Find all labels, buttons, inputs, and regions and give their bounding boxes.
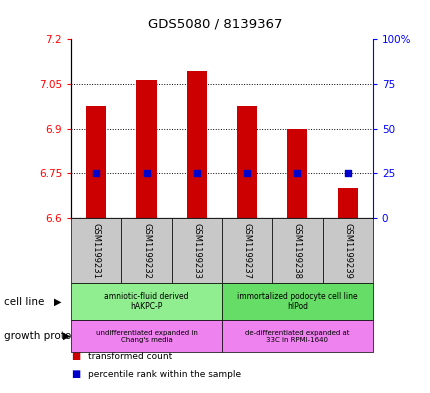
- Text: de-differentiated expanded at
33C in RPMI-1640: de-differentiated expanded at 33C in RPM…: [245, 329, 349, 343]
- Text: undifferentiated expanded in
Chang's media: undifferentiated expanded in Chang's med…: [95, 329, 197, 343]
- Text: ■: ■: [71, 369, 80, 379]
- Text: cell line: cell line: [4, 297, 45, 307]
- Text: growth protocol: growth protocol: [4, 331, 86, 341]
- Text: ▶: ▶: [54, 297, 62, 307]
- Text: transformed count: transformed count: [88, 352, 172, 361]
- Point: [344, 170, 350, 176]
- Text: percentile rank within the sample: percentile rank within the sample: [88, 370, 241, 378]
- Bar: [186, 71, 206, 218]
- Point: [92, 170, 99, 176]
- Bar: [287, 129, 307, 218]
- Text: immortalized podocyte cell line
hIPod: immortalized podocyte cell line hIPod: [237, 292, 357, 311]
- Text: GSM1199238: GSM1199238: [292, 222, 301, 279]
- Text: amniotic-fluid derived
hAKPC-P: amniotic-fluid derived hAKPC-P: [104, 292, 188, 311]
- Text: ▶: ▶: [63, 331, 71, 341]
- Point: [143, 170, 150, 176]
- Bar: [237, 107, 257, 218]
- Bar: [337, 188, 357, 218]
- Text: GSM1199237: GSM1199237: [242, 222, 251, 279]
- Text: GDS5080 / 8139367: GDS5080 / 8139367: [148, 18, 282, 31]
- Text: GSM1199233: GSM1199233: [192, 222, 201, 279]
- Text: GSM1199239: GSM1199239: [342, 222, 351, 279]
- Bar: [136, 79, 156, 218]
- Point: [193, 170, 200, 176]
- Text: GSM1199232: GSM1199232: [142, 222, 150, 279]
- Bar: [86, 107, 106, 218]
- Point: [243, 170, 250, 176]
- Text: ■: ■: [71, 351, 80, 362]
- Text: GSM1199231: GSM1199231: [92, 222, 101, 279]
- Point: [293, 170, 300, 176]
